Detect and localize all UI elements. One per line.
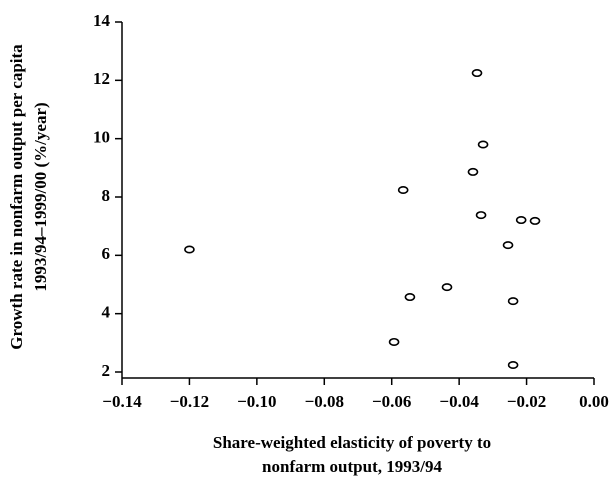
y-tick-label: 4: [102, 303, 111, 322]
point: [184, 245, 195, 254]
x-tick-label: −0.12: [170, 392, 209, 411]
point: [529, 216, 541, 225]
y-tick-label: 14: [93, 11, 111, 30]
point: [507, 360, 519, 369]
point: [388, 337, 400, 346]
y-tick-label: 10: [93, 128, 110, 147]
point: [441, 283, 453, 292]
point: [475, 211, 487, 220]
point: [397, 186, 409, 195]
point: [502, 241, 514, 250]
point: [477, 140, 489, 149]
y-tick-label: 2: [102, 361, 111, 380]
y-tick-label: 8: [102, 186, 111, 205]
x-tick-label: −0.14: [102, 392, 142, 411]
x-axis-label: Share-weighted elasticity of poverty to: [213, 433, 491, 452]
point: [507, 297, 519, 306]
point: [404, 293, 416, 302]
point: [471, 69, 483, 78]
point: [515, 216, 527, 225]
x-tick-label: −0.10: [237, 392, 276, 411]
x-tick-label: −0.08: [305, 392, 344, 411]
y-axis-label: Growth rate in nonfarm output per capita: [7, 44, 26, 350]
x-tick-label: −0.02: [507, 392, 546, 411]
y-axis-label: 1993/94–1999/00 (%/year): [31, 102, 50, 291]
y-tick-label: 12: [93, 69, 110, 88]
x-tick-label: −0.06: [372, 392, 411, 411]
point: [467, 167, 479, 176]
x-tick-label: 0.00: [579, 392, 609, 411]
y-tick-label: 6: [102, 244, 111, 263]
x-axis-label: nonfarm output, 1993/94: [262, 457, 442, 476]
x-tick-label: −0.04: [439, 392, 479, 411]
